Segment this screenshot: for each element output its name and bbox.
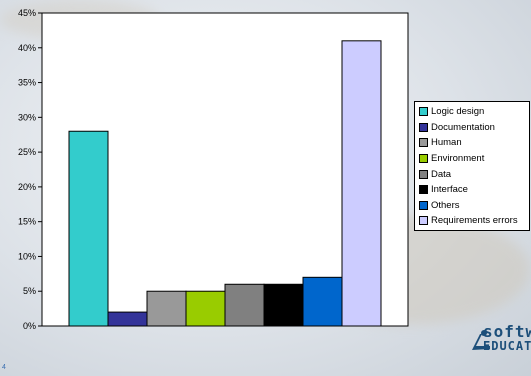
y-tick-label: 15% [18, 217, 36, 227]
legend-item: Environment [415, 151, 529, 167]
logo-text-line2: EDUCAT [483, 339, 531, 353]
legend-item: Others [415, 198, 529, 214]
y-tick-label: 45% [18, 8, 36, 18]
legend-item: Documentation [415, 120, 529, 136]
legend-item: Requirements errors [415, 213, 529, 229]
bar-human [146, 290, 187, 327]
y-tick-label: 30% [18, 112, 36, 122]
y-axis: 0% 5% 10% 15% 20% 25% 30% 35% 40% 45% [18, 8, 42, 331]
company-logo: softw EDUCAT [470, 322, 531, 356]
y-tick-label: 20% [18, 182, 36, 192]
y-tick-label: 25% [18, 147, 36, 157]
y-tick-label: 5% [23, 286, 36, 296]
legend-item: Logic design [415, 104, 529, 120]
y-tick-label: 40% [18, 43, 36, 53]
bar-logic-design [68, 130, 109, 327]
legend-swatch [419, 138, 428, 148]
legend-label: Human [431, 137, 462, 149]
legend-swatch [419, 122, 428, 132]
logo-swoosh-icon [472, 330, 490, 350]
legend-label: Environment [431, 153, 485, 165]
logo-text-line1: softw [483, 322, 531, 341]
bar-requirements-errors [341, 40, 382, 327]
legend-swatch [419, 154, 428, 164]
y-tick-label: 0% [23, 321, 36, 331]
bar-environment [185, 290, 226, 327]
bar-documentation [107, 311, 148, 327]
legend-label: Requirements errors [431, 215, 518, 227]
legend-swatch [419, 107, 428, 117]
y-tick-label: 35% [18, 78, 36, 88]
legend-swatch [419, 216, 428, 226]
legend-label: Data [431, 168, 452, 180]
legend-label: Documentation [431, 121, 495, 133]
legend-label: Logic design [431, 106, 485, 118]
legend: Logic design Documentation Human Environmen… [414, 101, 530, 231]
bar-interface [263, 283, 304, 327]
y-tick-label: 10% [18, 251, 36, 261]
page-number: 4 [2, 364, 6, 371]
legend-swatch [419, 185, 428, 195]
legend-item: Human [415, 135, 529, 151]
bar-others [302, 276, 343, 327]
legend-item: Data [415, 166, 529, 182]
legend-label: Interface [431, 184, 468, 196]
bar-data [224, 283, 265, 327]
bars [68, 40, 382, 327]
legend-label: Others [431, 199, 460, 211]
legend-swatch [419, 200, 428, 210]
legend-swatch [419, 169, 428, 179]
legend-item: Interface [415, 182, 529, 198]
